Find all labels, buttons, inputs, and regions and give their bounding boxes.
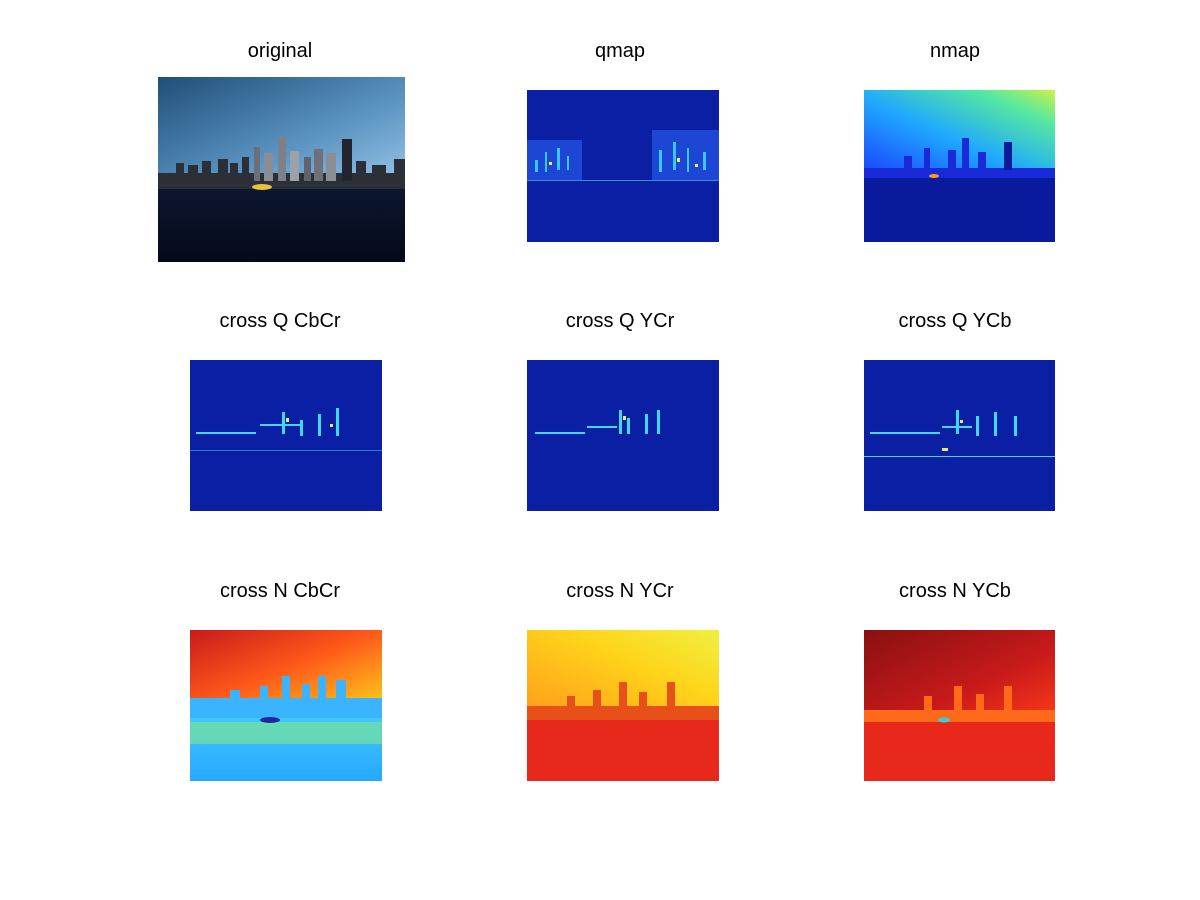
image-nmap <box>864 90 1055 242</box>
panel-cross-n-cbcr: cross N CbCr <box>140 580 420 810</box>
panel-title: cross N YCb <box>899 580 1011 602</box>
panel-qmap: qmap <box>480 40 760 270</box>
heatmap-cross-q-ycr-graphic <box>527 360 719 511</box>
image-cross-n-cbcr <box>190 630 382 781</box>
image-cross-q-cbcr <box>190 360 382 511</box>
image-cross-q-ycb <box>864 360 1055 511</box>
panel-original: original <box>140 40 420 270</box>
heatmap-cross-n-ycb-graphic <box>864 630 1055 781</box>
panel-title: cross N YCr <box>566 580 674 602</box>
heatmap-cross-q-ycb-graphic <box>864 360 1055 511</box>
panel-cross-n-ycr: cross N YCr <box>480 580 760 810</box>
image-qmap <box>527 90 719 242</box>
panel-title: cross Q YCb <box>898 310 1012 332</box>
heatmap-nmap-graphic <box>864 90 1055 242</box>
panel-nmap: nmap <box>815 40 1095 270</box>
panel-title: cross Q CbCr <box>219 310 341 332</box>
image-cross-q-ycr <box>527 360 719 511</box>
heatmap-cross-n-ycr-graphic <box>527 630 719 781</box>
panel-cross-q-cbcr: cross Q CbCr <box>140 310 420 540</box>
panel-cross-q-ycb: cross Q YCb <box>815 310 1095 540</box>
panel-cross-n-ycb: cross N YCb <box>815 580 1095 810</box>
panel-title: qmap <box>594 40 646 62</box>
image-original <box>158 77 405 262</box>
panel-title: nmap <box>929 40 981 62</box>
image-cross-n-ycr <box>527 630 719 781</box>
panel-title: cross Q YCr <box>565 310 675 332</box>
image-cross-n-ycb <box>864 630 1055 781</box>
heatmap-qmap-graphic <box>527 90 719 242</box>
heatmap-cross-n-cbcr-graphic <box>190 630 382 781</box>
panel-cross-q-ycr: cross Q YCr <box>480 310 760 540</box>
heatmap-cross-q-cbcr-graphic <box>190 360 382 511</box>
panel-title: original <box>247 40 313 62</box>
panel-title: cross N CbCr <box>219 580 340 602</box>
photo-original-graphic <box>158 77 405 262</box>
